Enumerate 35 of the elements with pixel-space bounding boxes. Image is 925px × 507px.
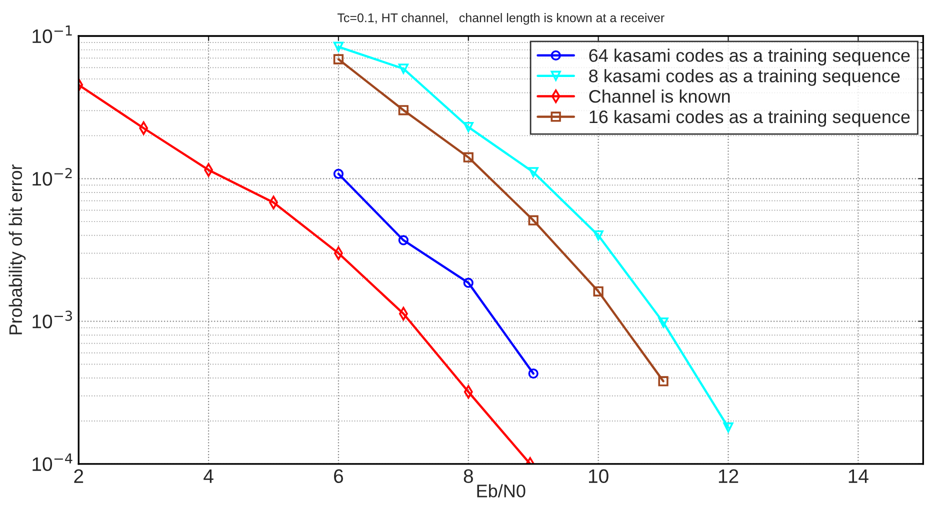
x-tick-label: 2	[74, 469, 84, 483]
x-tick-label: 10	[589, 469, 608, 484]
point	[333, 42, 344, 52]
point	[593, 230, 604, 240]
y-tick-label: 10$^{−2}$	[32, 168, 72, 186]
x-tick-label: 8	[464, 469, 473, 484]
point	[398, 235, 409, 246]
point	[333, 54, 344, 64]
y-tick-label: 10$^{−4}$	[32, 453, 72, 472]
point	[593, 286, 604, 296]
x-tick-label: 14	[848, 469, 868, 483]
point	[398, 64, 409, 74]
point	[333, 168, 344, 179]
x-tick-label: 12	[718, 469, 738, 483]
legend-label: 16 kasami codes as a training sequence	[590, 110, 910, 127]
point	[528, 215, 538, 226]
y-tick-label: 10$^{−3}$	[32, 310, 72, 328]
point	[528, 368, 538, 379]
point	[528, 167, 538, 178]
point	[463, 152, 474, 162]
chart-title: Tc=0.1, HT channel, channel length is known at a receiver	[337, 13, 664, 25]
legend-label: 64 kasami codes as a training sequence	[589, 48, 910, 66]
x-axis-title: Eb/N0	[477, 484, 526, 498]
point	[658, 317, 668, 328]
legend-label: 8 kasami codes as a training sequence	[589, 69, 900, 86]
point	[723, 422, 734, 433]
point	[398, 105, 409, 116]
legend-label: Channel is known	[589, 90, 730, 103]
y-axis-title: Probability of bit error	[8, 164, 26, 334]
y-tick-label: 10$^{−1}$	[32, 26, 72, 44]
x-tick-label: 4	[204, 469, 214, 483]
point	[463, 278, 474, 288]
point	[658, 376, 668, 386]
point	[463, 122, 474, 132]
x-tick-label: 6	[334, 469, 344, 484]
